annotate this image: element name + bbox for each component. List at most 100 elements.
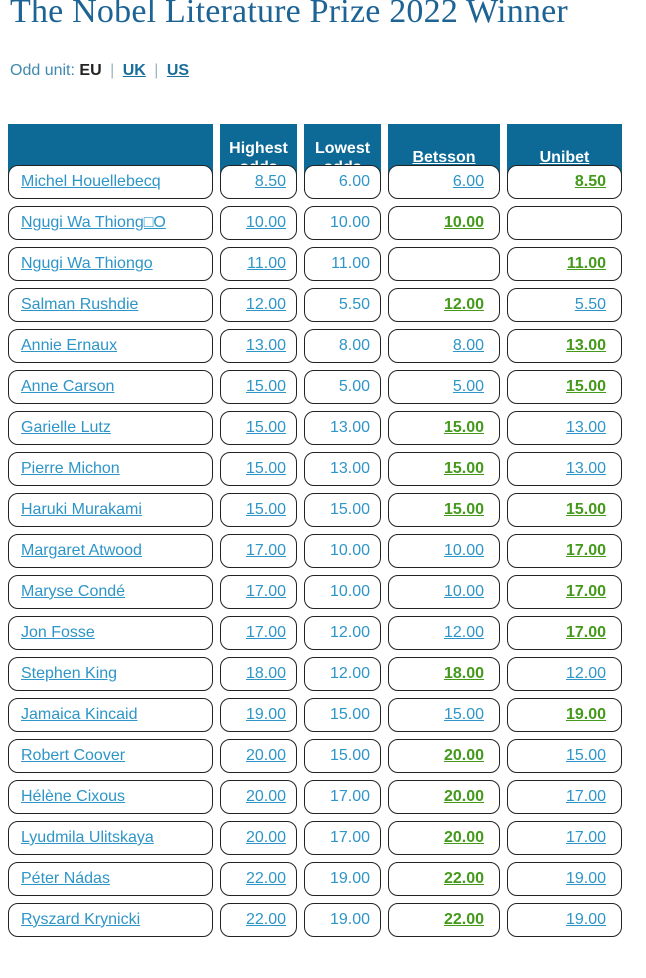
lowest-odds-cell: 13.00 — [304, 452, 381, 486]
betsson-odds-link[interactable]: 22.00 — [443, 870, 484, 887]
odd-unit-uk-link[interactable]: UK — [122, 62, 146, 79]
entrant-name-link[interactable]: Margaret Atwood — [21, 542, 142, 559]
entrant-name-link[interactable]: Garielle Lutz — [21, 419, 111, 436]
highest-odds-link[interactable]: 20.00 — [245, 747, 286, 764]
entrant-name-link[interactable]: Stephen King — [21, 665, 118, 682]
betsson-odds-link[interactable]: 10.00 — [443, 214, 484, 231]
lowest-odds-value: 13.00 — [329, 419, 370, 436]
highest-odds-link[interactable]: 12.00 — [245, 296, 286, 313]
entrant-name-link[interactable]: Lyudmila Ulitskaya — [21, 829, 154, 846]
unibet-odds-cell: 17.00 — [507, 780, 622, 814]
betsson-odds-link[interactable]: 15.00 — [443, 501, 484, 518]
entrant-name-link[interactable]: Ryszard Krynicki — [21, 911, 141, 928]
entrant-name-link[interactable]: Pierre Michon — [21, 460, 120, 477]
lowest-odds-cell: 5.00 — [304, 370, 381, 404]
lowest-odds-cell: 10.00 — [304, 206, 381, 240]
odd-unit-us-link[interactable]: US — [166, 62, 190, 79]
entrant-name-link[interactable]: Péter Nádas — [21, 870, 110, 887]
unibet-odds-link[interactable]: 15.00 — [565, 378, 606, 395]
entrant-name-link[interactable]: Annie Ernaux — [21, 337, 118, 354]
betsson-odds-link[interactable]: 15.00 — [443, 419, 484, 436]
entrant-name-link[interactable]: Haruki Murakami — [21, 501, 142, 518]
highest-odds-link[interactable]: 19.00 — [245, 706, 286, 723]
highest-odds-link[interactable]: 18.00 — [245, 665, 286, 682]
entrant-name-link[interactable]: Ngugi Wa Thiong□O — [21, 214, 166, 231]
highest-odds-link[interactable]: 15.00 — [245, 501, 286, 518]
highest-odds-cell: 12.00 — [220, 288, 297, 322]
highest-odds-link[interactable]: 11.00 — [247, 255, 286, 272]
highest-odds-link[interactable]: 17.00 — [245, 583, 286, 600]
entrant-name-link[interactable]: Jamaica Kincaid — [21, 706, 138, 723]
unibet-odds-link[interactable]: 13.00 — [565, 337, 606, 354]
highest-odds-link[interactable]: 20.00 — [245, 829, 286, 846]
betsson-odds-link[interactable]: 20.00 — [443, 747, 484, 764]
highest-odds-link[interactable]: 15.00 — [245, 378, 286, 395]
entrant-name-link[interactable]: Ngugi Wa Thiongo — [21, 255, 153, 272]
entrant-name-cell: Ngugi Wa Thiong□O — [8, 206, 213, 240]
lowest-odds-cell: 6.00 — [304, 165, 381, 199]
betsson-header-link[interactable]: Betsson — [412, 149, 476, 166]
unibet-odds-link[interactable]: 12.00 — [565, 665, 606, 682]
betsson-odds-link[interactable]: 18.00 — [443, 665, 484, 682]
unibet-odds-link[interactable]: 17.00 — [565, 829, 606, 846]
lowest-odds-cell: 17.00 — [304, 780, 381, 814]
betsson-odds-link[interactable]: 10.00 — [443, 542, 484, 559]
highest-odds-link[interactable]: 10.00 — [245, 214, 286, 231]
entrant-name-link[interactable]: Jon Fosse — [21, 624, 95, 641]
unibet-odds-link[interactable]: 19.00 — [565, 706, 606, 723]
betsson-odds-link[interactable]: 5.00 — [452, 378, 484, 395]
unibet-odds-cell: 13.00 — [507, 452, 622, 486]
entrant-name-link[interactable]: Michel Houellebecq — [21, 173, 161, 190]
entrant-name-link[interactable]: Maryse Condé — [21, 583, 126, 600]
unibet-odds-cell: 19.00 — [507, 862, 622, 896]
unibet-odds-link[interactable]: 13.00 — [565, 460, 606, 477]
highest-odds-link[interactable]: 22.00 — [245, 911, 286, 928]
unibet-odds-link[interactable]: 17.00 — [565, 788, 606, 805]
unibet-odds-link[interactable]: 13.00 — [565, 419, 606, 436]
betsson-odds-link[interactable]: 12.00 — [443, 296, 484, 313]
highest-odds-link[interactable]: 17.00 — [245, 542, 286, 559]
betsson-odds-link[interactable]: 10.00 — [443, 583, 484, 600]
entrant-name-cell: Péter Nádas — [8, 862, 213, 896]
highest-odds-link[interactable]: 22.00 — [245, 870, 286, 887]
unibet-odds-link[interactable]: 15.00 — [565, 747, 606, 764]
unibet-odds-link[interactable]: 19.00 — [565, 870, 606, 887]
unibet-odds-link[interactable]: 17.00 — [565, 542, 606, 559]
lowest-odds-value: 12.00 — [329, 665, 370, 682]
entrant-name-cell: Haruki Murakami — [8, 493, 213, 527]
highest-odds-link[interactable]: 15.00 — [245, 460, 286, 477]
unibet-odds-link[interactable]: 8.50 — [574, 173, 606, 190]
unibet-odds-link[interactable]: 19.00 — [565, 911, 606, 928]
lowest-odds-cell: 8.00 — [304, 329, 381, 363]
highest-odds-link[interactable]: 15.00 — [245, 419, 286, 436]
entrant-name-cell: Maryse Condé — [8, 575, 213, 609]
unibet-odds-link[interactable]: 15.00 — [565, 501, 606, 518]
betsson-odds-link[interactable]: 20.00 — [443, 829, 484, 846]
entrant-name-link[interactable]: Salman Rushdie — [21, 296, 139, 313]
betsson-odds-cell: 15.00 — [388, 452, 500, 486]
highest-odds-link[interactable]: 13.00 — [245, 337, 286, 354]
highest-odds-link[interactable]: 17.00 — [245, 624, 286, 641]
unibet-header-link[interactable]: Unibet — [539, 149, 590, 166]
highest-odds-link[interactable]: 20.00 — [245, 788, 286, 805]
highest-odds-link[interactable]: 8.50 — [254, 173, 286, 190]
entrant-name-link[interactable]: Hélène Cixous — [21, 788, 126, 805]
entrant-name-link[interactable]: Robert Coover — [21, 747, 126, 764]
betsson-odds-link[interactable]: 20.00 — [443, 788, 484, 805]
unibet-odds-cell: 8.50 — [507, 165, 622, 199]
entrant-name-cell: Ryszard Krynicki — [8, 903, 213, 937]
lowest-odds-cell: 15.00 — [304, 739, 381, 773]
betsson-odds-link[interactable]: 8.00 — [452, 337, 484, 354]
highest-odds-cell: 20.00 — [220, 821, 297, 855]
betsson-odds-link[interactable]: 15.00 — [443, 706, 484, 723]
betsson-odds-link[interactable]: 22.00 — [443, 911, 484, 928]
entrant-name-link[interactable]: Anne Carson — [21, 378, 115, 395]
highest-odds-cell: 15.00 — [220, 411, 297, 445]
unibet-odds-link[interactable]: 5.50 — [574, 296, 606, 313]
unibet-odds-link[interactable]: 11.00 — [566, 255, 606, 272]
betsson-odds-link[interactable]: 12.00 — [443, 624, 484, 641]
betsson-odds-link[interactable]: 6.00 — [452, 173, 484, 190]
unibet-odds-link[interactable]: 17.00 — [565, 624, 606, 641]
unibet-odds-link[interactable]: 17.00 — [565, 583, 606, 600]
betsson-odds-link[interactable]: 15.00 — [443, 460, 484, 477]
